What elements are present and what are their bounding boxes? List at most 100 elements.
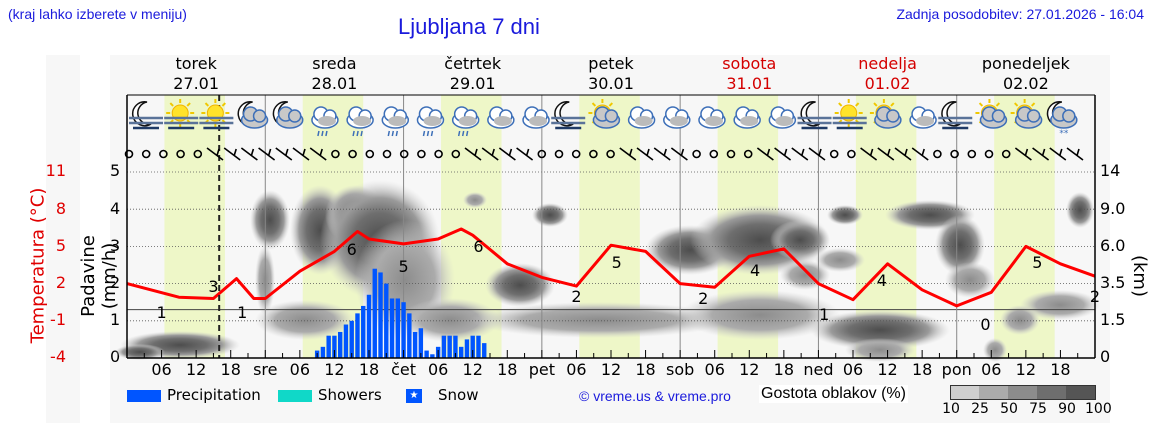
wind-barb-icon: [1032, 147, 1050, 161]
x-tick-label: 18: [773, 360, 795, 379]
precipitation-bar: [476, 335, 481, 358]
wind-barb-icon: [498, 147, 516, 161]
sun-cloud-icon: [869, 99, 902, 129]
x-tick-label: 06: [566, 360, 587, 379]
day-name: torek: [175, 54, 217, 73]
day-name: ponedeljek: [981, 54, 1070, 73]
precipitation-bar: [343, 324, 349, 358]
density-swatch: [1066, 385, 1096, 400]
calm-wind-icon: [571, 149, 581, 159]
x-tick-label: 06: [289, 360, 311, 379]
calm-wind-icon: [726, 149, 736, 159]
day-date: 29.01: [449, 74, 496, 93]
precipitation-tick: 0: [110, 347, 121, 366]
temperature-tick: -4: [50, 347, 66, 366]
cloud-icon: [487, 106, 515, 129]
daylight-band: [164, 95, 225, 358]
calm-wind-icon: [537, 149, 547, 159]
precipitation-bar: [430, 354, 435, 358]
cloud-rain-icon: [346, 106, 374, 137]
x-tick-label: pon: [941, 360, 972, 379]
wind-barb-icon: [791, 147, 809, 161]
last-updated: Zadnja posodobitev: 27.01.2026 - 16:04: [896, 6, 1144, 22]
x-tick-label: 12: [324, 360, 345, 379]
moon-fog-icon: [129, 101, 163, 130]
precipitation-tick: 2: [110, 273, 121, 292]
day-date: 01.02: [864, 74, 911, 93]
x-tick-label: sob: [666, 360, 695, 379]
calm-wind-icon: [554, 149, 564, 159]
copyright-link[interactable]: © vreme.us & vreme.pro: [579, 388, 731, 404]
cloud-icon: [663, 106, 691, 129]
temperature-tick: 8: [55, 199, 66, 218]
x-tick-label: 18: [358, 360, 380, 379]
density-scale-label: 10: [942, 401, 960, 417]
temperature-axis-panel: [46, 55, 80, 423]
wind-barb-icon: [860, 147, 878, 161]
showers-legend-label: Showers: [318, 386, 382, 404]
sun-fog-icon: [199, 99, 234, 130]
wind-barb-icon: [464, 147, 482, 161]
wind-barb-icon: [670, 147, 688, 161]
precipitation-legend-label: Precipitation: [167, 386, 261, 404]
temperature-value-label: 5: [398, 257, 408, 276]
day-date: 27.01: [173, 74, 220, 93]
precipitation-bar: [361, 305, 366, 358]
x-tick-label: 18: [497, 360, 518, 379]
wind-barb-icon: [206, 147, 224, 161]
wind-barb-icon: [877, 147, 895, 161]
calm-wind-icon: [124, 149, 134, 159]
cloud-icon: [698, 106, 726, 129]
calm-wind-icon: [331, 149, 340, 159]
wind-barb-icon: [653, 147, 671, 161]
temperature-value-label: 6: [347, 240, 357, 259]
wind-barb-icon: [774, 147, 792, 161]
temperature-tick: 5: [55, 236, 66, 255]
calm-wind-icon: [847, 149, 856, 159]
temperature-value-label: 0: [980, 315, 990, 334]
calm-wind-icon: [589, 149, 598, 159]
day-date: 02.02: [1002, 74, 1049, 93]
precipitation-tick: 1: [110, 310, 121, 329]
day-date: 28.01: [311, 74, 358, 93]
calm-wind-icon: [451, 149, 461, 159]
calm-wind-icon: [417, 149, 426, 159]
day-date: 31.01: [726, 74, 773, 93]
precipitation-bar: [349, 320, 354, 358]
moon-cloud-icon: [272, 101, 304, 129]
precipitation-bar: [332, 335, 337, 358]
temperature-value-label: 5: [1032, 253, 1042, 272]
precipitation-bar: [424, 350, 429, 358]
moon-cloud-icon: [237, 101, 269, 129]
wind-barb-icon: [481, 147, 499, 161]
precipitation-bar: [418, 328, 424, 358]
x-tick-label: 12: [739, 360, 760, 379]
density-swatch: [950, 385, 980, 400]
x-tick-label: 06: [427, 360, 449, 379]
day-name: petek: [588, 54, 634, 73]
x-tick-label: 18: [911, 360, 933, 379]
x-tick-label: 12: [1015, 360, 1037, 379]
calm-wind-icon: [933, 149, 942, 159]
wind-barb-icon: [1014, 147, 1032, 161]
precipitation-bar: [453, 335, 458, 358]
density-scale-label: 25: [971, 401, 989, 417]
plot-frame: [126, 94, 1096, 359]
calm-wind-icon: [984, 149, 994, 159]
temperature-value-label: 2: [698, 289, 708, 308]
x-tick-label: 06: [842, 360, 864, 379]
calm-wind-icon: [950, 149, 959, 159]
precipitation-bar: [366, 294, 372, 358]
temperature-value-label: 1: [156, 303, 166, 322]
precipitation-tick: 3: [110, 236, 121, 255]
calm-wind-icon: [743, 149, 753, 159]
temperature-tick: 11: [45, 161, 66, 180]
precipitation-bar: [326, 335, 331, 358]
precipitation-bar: [447, 335, 452, 358]
wind-barb-icon: [1049, 147, 1067, 161]
wind-barb-icon: [292, 147, 310, 161]
day-name: nedelja: [858, 54, 917, 73]
temperature-value-label: 4: [750, 261, 760, 280]
cloud-height-tick: 3.5: [1100, 273, 1126, 292]
